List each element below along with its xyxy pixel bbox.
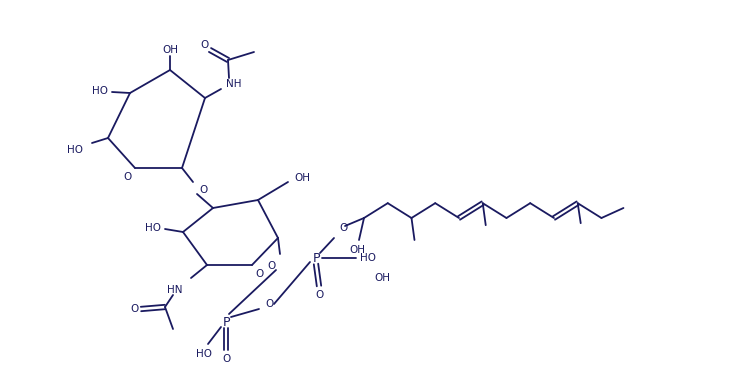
Text: NH: NH: [226, 79, 242, 89]
Text: P: P: [313, 252, 320, 265]
Text: O: O: [256, 269, 264, 279]
Text: O: O: [268, 261, 276, 271]
Text: OH: OH: [349, 245, 365, 255]
Text: HO: HO: [196, 349, 212, 359]
Text: HO: HO: [145, 223, 161, 233]
Text: HO: HO: [67, 145, 83, 155]
Text: O: O: [265, 299, 273, 309]
Text: O: O: [316, 290, 324, 300]
Text: O: O: [123, 172, 131, 182]
Text: O: O: [339, 223, 347, 233]
Text: P: P: [222, 316, 230, 329]
Text: HO: HO: [360, 253, 376, 263]
Text: OH: OH: [294, 173, 310, 183]
Text: O: O: [199, 185, 207, 195]
Text: HO: HO: [92, 86, 108, 96]
Text: OH: OH: [374, 273, 390, 283]
Text: HN: HN: [167, 285, 183, 295]
Text: O: O: [130, 304, 138, 314]
Text: OH: OH: [162, 45, 178, 55]
Text: O: O: [200, 40, 208, 50]
Text: O: O: [222, 354, 230, 364]
